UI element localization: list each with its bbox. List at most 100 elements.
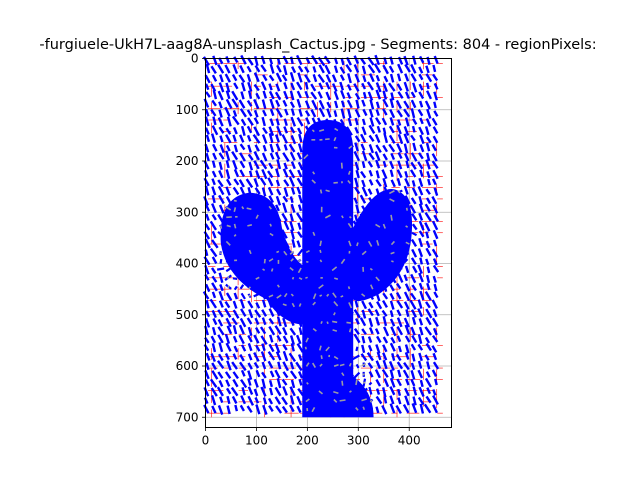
segment-mark xyxy=(354,276,360,282)
axis-ticks: 0 100 200 300 400 0 100 200 300 400 500 600 700 xyxy=(176,52,421,448)
y-tick-label: 500 xyxy=(176,308,199,322)
segment-mark xyxy=(261,285,266,290)
segment-mark xyxy=(211,309,217,319)
segment-highlight xyxy=(255,276,260,280)
segment-mark xyxy=(296,152,302,160)
segment-mark xyxy=(353,388,360,395)
segment-mark xyxy=(417,186,424,196)
segment-mark xyxy=(308,320,318,326)
segment-highlight xyxy=(325,189,330,193)
segment-mark xyxy=(369,117,375,127)
segment-mark xyxy=(426,152,431,162)
segment-mark xyxy=(211,326,217,336)
segment-mark xyxy=(389,73,395,83)
segment-mark xyxy=(290,82,296,91)
segment-highlight xyxy=(348,328,352,333)
segment-mark xyxy=(326,267,332,274)
segment-mark xyxy=(268,317,275,325)
segment-highlight xyxy=(312,171,316,175)
segment-mark xyxy=(360,170,367,179)
segment-mark xyxy=(230,386,239,397)
segment-mark xyxy=(303,283,311,290)
segment-mark xyxy=(226,116,232,127)
segment-mark xyxy=(333,232,338,238)
segment-mark xyxy=(309,398,318,404)
segment-mark xyxy=(310,389,318,396)
segment-mark xyxy=(366,81,374,91)
segment-mark xyxy=(268,133,274,144)
segment-mark xyxy=(397,345,402,353)
segment-mark xyxy=(381,258,390,263)
segment-mark xyxy=(232,64,239,75)
segment-mark xyxy=(239,353,245,362)
segment-mark xyxy=(275,275,280,280)
segment-highlight xyxy=(362,372,366,376)
segment-mark xyxy=(205,362,210,371)
segment-highlight xyxy=(332,329,338,332)
segment-mark xyxy=(255,344,261,352)
segment-mark xyxy=(375,89,382,100)
segment-mark xyxy=(390,92,395,101)
segment-highlight xyxy=(290,258,294,262)
segment-mark xyxy=(233,285,238,291)
segment-mark xyxy=(360,387,368,395)
segment-mark xyxy=(297,161,304,171)
segment-highlight xyxy=(361,362,367,367)
segment-mark xyxy=(311,345,316,351)
segment-mark xyxy=(345,63,353,73)
segment-mark xyxy=(205,63,211,74)
segment-mark xyxy=(353,55,360,65)
segment-mark xyxy=(425,395,432,404)
segment-mark xyxy=(240,369,246,377)
segment-mark xyxy=(224,353,230,361)
segment-mark xyxy=(431,153,438,162)
segment-mark xyxy=(247,90,253,99)
segment-mark xyxy=(390,179,396,188)
segment-mark xyxy=(311,283,315,289)
segment-mark xyxy=(239,231,248,239)
segment-mark xyxy=(418,282,424,290)
segment-mark xyxy=(410,63,417,74)
segment-mark xyxy=(359,317,367,327)
segment-mark xyxy=(326,101,332,109)
segment-mark xyxy=(412,82,418,93)
segment-mark xyxy=(275,72,283,83)
segment-highlight xyxy=(283,250,288,256)
segment-mark xyxy=(283,264,290,273)
segment-mark xyxy=(340,319,345,326)
segment-mark xyxy=(417,299,423,309)
segment-mark xyxy=(391,353,396,361)
segment-mark xyxy=(389,231,395,239)
segment-mark xyxy=(391,223,395,229)
segment-mark xyxy=(331,188,339,193)
segment-mark xyxy=(217,309,224,318)
segment-mark xyxy=(261,299,267,308)
segment-highlight xyxy=(333,312,336,316)
segment-mark xyxy=(239,64,245,74)
segment-mark xyxy=(341,310,346,317)
segment-mark xyxy=(310,196,318,205)
segment-highlight xyxy=(325,346,330,352)
segment-mark xyxy=(345,372,354,378)
segment-highlight xyxy=(306,381,309,385)
segment-mark xyxy=(419,257,424,265)
segment-highlight xyxy=(303,154,309,160)
segment-mark xyxy=(359,213,367,223)
segment-mark xyxy=(218,161,223,171)
segment-mark xyxy=(340,223,344,229)
segment-mark xyxy=(218,290,224,301)
segment-mark xyxy=(337,327,346,333)
segment-mark xyxy=(269,387,274,396)
segment-mark xyxy=(382,64,390,75)
segment-mark xyxy=(389,274,397,284)
segment-mark xyxy=(204,83,210,91)
segment-mark xyxy=(375,188,380,196)
segment-mark xyxy=(417,248,424,258)
segment-mark xyxy=(240,267,245,273)
segment-mark xyxy=(326,398,331,404)
segment-mark xyxy=(425,371,431,378)
segment-mark xyxy=(405,160,410,169)
segment-mark xyxy=(269,143,275,153)
segment-mark xyxy=(354,177,359,188)
segment-highlight xyxy=(319,189,323,194)
